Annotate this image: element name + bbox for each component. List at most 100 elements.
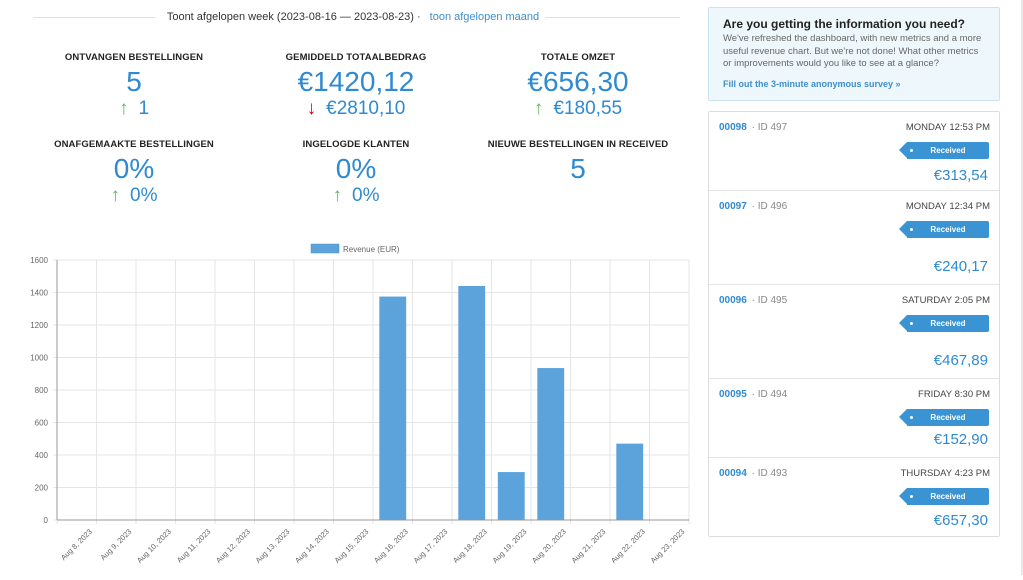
stat-card: TOTALE OMZET €656,30 ↑ €180,55: [468, 52, 688, 120]
tag-hole-icon: [910, 416, 913, 419]
order-date: SATURDAY 2:05 PM: [901, 295, 990, 306]
stat-value: 5: [126, 66, 142, 97]
stat-change-value: €2810,10: [326, 98, 406, 119]
order-id[interactable]: 00094 · ID 493: [719, 468, 787, 479]
date-range-text: Toont afgelopen week (2023-08-16 — 2023-…: [160, 11, 430, 23]
x-tick-label: Aug 10, 2023: [135, 527, 173, 565]
survey-body: We've refreshed the dashboard, with new …: [723, 33, 982, 69]
tag-hole-icon: [910, 495, 913, 498]
stat-value: 0%: [335, 153, 377, 184]
order-number[interactable]: 00096: [719, 295, 747, 306]
x-tick-label: Aug 17, 2023: [411, 527, 449, 565]
bar: [379, 296, 407, 520]
survey-link[interactable]: Fill out the 3-minute anonymous survey »: [723, 78, 901, 89]
order-item[interactable]: 00097 · ID 496 MONDAY 12:34 PM Received €24…: [709, 191, 999, 285]
survey-title: Are you getting the information you need…: [723, 17, 966, 31]
stat-card: GEMIDDELD TOTAALBEDRAG €1420,12 ↓ €2810,10: [246, 52, 466, 120]
x-tick-label: Aug 13, 2023: [253, 527, 291, 565]
x-tick-label: Aug 16, 2023: [372, 527, 410, 565]
stat-label: TOTALE OMZET: [540, 52, 616, 63]
status-badge: Received: [899, 409, 989, 426]
date-range-header: Toont afgelopen week (2023-08-16 — 2023-…: [0, 11, 700, 23]
stat-label: ONAFGEMAAKTE BESTELLINGEN: [54, 139, 214, 150]
arrow-down-icon: ↓: [306, 98, 317, 119]
stat-label: ONTVANGEN BESTELLINGEN: [64, 52, 204, 63]
bar: [537, 368, 565, 520]
stat-change-value: 1: [138, 98, 150, 119]
status-text: Received: [930, 413, 966, 422]
stat-change-value: 0%: [352, 185, 380, 206]
stat-label: GEMIDDELD TOTAALBEDRAG: [285, 52, 427, 63]
divider: [538, 17, 680, 18]
survey-box: Are you getting the information you need…: [708, 7, 1000, 101]
dashboard-main: Toont afgelopen week (2023-08-16 — 2023-…: [0, 11, 700, 575]
order-amount: €313,54: [933, 167, 988, 184]
arrow-up-icon: ↑: [533, 98, 544, 119]
bar: [616, 443, 644, 520]
status-badge: Received: [899, 488, 989, 505]
y-tick-label: 1600: [30, 256, 48, 265]
x-tick-label: Aug 12, 2023: [214, 527, 252, 565]
legend-swatch: [310, 243, 340, 254]
arrow-up-icon: ↑: [332, 185, 343, 206]
order-number[interactable]: 00094: [719, 468, 747, 479]
stat-change: ↑ 0%: [24, 185, 244, 207]
order-amount: €467,89: [933, 352, 988, 369]
order-id[interactable]: 00097 · ID 496: [719, 201, 787, 212]
order-item[interactable]: 00095 · ID 494 FRIDAY 8:30 PM Received €152…: [709, 379, 999, 458]
order-number[interactable]: 00097: [719, 201, 747, 212]
x-tick-label: Aug 15, 2023: [332, 527, 370, 565]
order-item[interactable]: 00098 · ID 497 MONDAY 12:53 PM Received €31…: [709, 112, 999, 191]
x-tick-label: Aug 18, 2023: [451, 527, 489, 565]
x-tick-label: Aug 11, 2023: [175, 527, 213, 565]
y-tick-label: 1000: [30, 354, 48, 363]
revenue-chart-svg: Revenue (EUR) 0 200 400 600 800 1000 1200 1400 16…: [30, 243, 690, 565]
status-badge: Received: [899, 142, 989, 159]
stat-card: NIEUWE BESTELLINGEN IN RECEIVED 5: [468, 139, 688, 184]
stat-value: €1420,12: [297, 66, 415, 97]
status-badge: Received: [899, 315, 989, 332]
order-amount: €657,30: [933, 512, 988, 529]
arrow-up-icon: ↑: [110, 185, 121, 206]
x-tick-label: Aug 8, 2023: [59, 527, 94, 562]
stat-label: NIEUWE BESTELLINGEN IN RECEIVED: [487, 139, 669, 150]
y-tick-label: 1400: [30, 289, 48, 298]
order-id[interactable]: 00096 · ID 495: [719, 295, 787, 306]
arrow-up-icon: ↑: [118, 98, 129, 119]
bar: [458, 286, 486, 520]
status-text: Received: [930, 146, 966, 155]
y-tick-label: 1200: [30, 321, 48, 330]
order-amount: €152,90: [933, 431, 988, 448]
stat-card: INGELOGDE KLANTEN 0% ↑ 0%: [246, 139, 466, 207]
order-date: MONDAY 12:53 PM: [905, 122, 990, 133]
stat-change-value: €180,55: [553, 98, 623, 119]
stat-change: ↑ 0%: [246, 185, 466, 207]
order-item[interactable]: 00094 · ID 493 THURSDAY 4:23 PM Received €6…: [709, 458, 999, 536]
show-last-month-link[interactable]: toon afgelopen maand: [429, 11, 540, 23]
scrollbar-edge[interactable]: [1021, 0, 1023, 575]
order-number[interactable]: 00098: [719, 122, 747, 133]
x-tick-label: Aug 20, 2023: [530, 527, 568, 565]
x-tick-label: Aug 9, 2023: [98, 527, 133, 562]
status-text: Received: [930, 225, 966, 234]
bar: [497, 472, 525, 520]
divider: [33, 17, 173, 18]
stat-change: ↑ €180,55: [468, 98, 688, 120]
x-tick-label: Aug 14, 2023: [293, 527, 331, 565]
status-text: Received: [930, 319, 966, 328]
order-id[interactable]: 00095 · ID 494: [719, 389, 787, 400]
stat-value: 5: [570, 153, 586, 184]
order-item[interactable]: 00096 · ID 495 SATURDAY 2:05 PM Received €4…: [709, 285, 999, 379]
tag-hole-icon: [910, 322, 913, 325]
order-amount: €240,17: [933, 258, 988, 275]
status-text: Received: [930, 492, 966, 501]
order-id[interactable]: 00098 · ID 497: [719, 122, 787, 133]
y-tick-label: 200: [35, 484, 49, 493]
stat-value: €656,30: [527, 66, 629, 97]
x-tick-label: Aug 21, 2023: [569, 527, 607, 565]
y-tick-label: 0: [44, 516, 49, 525]
revenue-chart: Revenue (EUR) 0 200 400 600 800 1000 1200 1400 16…: [20, 240, 695, 575]
status-badge: Received: [899, 221, 989, 238]
order-number[interactable]: 00095: [719, 389, 747, 400]
stat-change-value: 0%: [130, 185, 158, 206]
